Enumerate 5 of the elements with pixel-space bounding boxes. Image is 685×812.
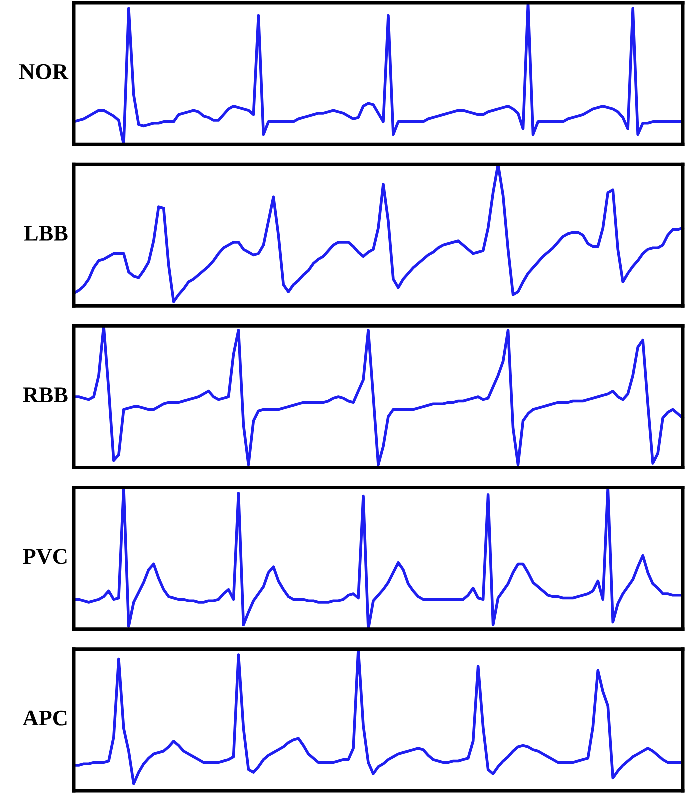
y-axis-title: NOR bbox=[19, 64, 69, 80]
y-axis-title: PVC bbox=[23, 549, 67, 564]
y-axis-title: LBB bbox=[24, 226, 68, 241]
y-axis-title: APC bbox=[22, 710, 67, 726]
y-axis-title: RBB bbox=[23, 388, 68, 402]
